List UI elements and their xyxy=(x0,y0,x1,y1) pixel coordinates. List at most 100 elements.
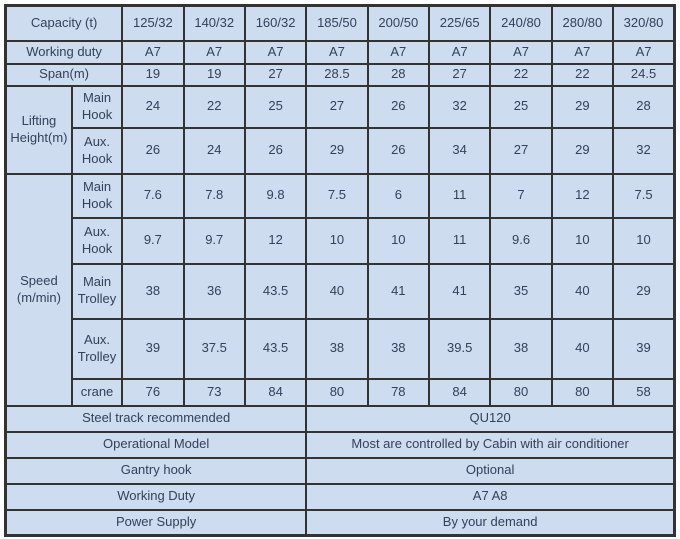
value-cell: 7.5 xyxy=(305,172,369,219)
value-cell: 41 xyxy=(427,262,492,320)
value-cell: 80 xyxy=(489,377,553,407)
value-cell: 28.5 xyxy=(305,62,369,87)
value-cell: 7 xyxy=(489,172,553,219)
model-cell: 200/50 xyxy=(366,4,430,42)
value-cell: 11 xyxy=(427,172,492,219)
value-cell: 26 xyxy=(121,126,185,175)
value-cell: 32 xyxy=(612,126,676,175)
value-cell: 24 xyxy=(182,126,246,175)
value-cell: A7 xyxy=(182,39,246,65)
value-cell: 7.5 xyxy=(612,172,676,219)
footer-value: QU120 xyxy=(305,404,676,433)
value-cell: 24.5 xyxy=(612,62,676,87)
model-cell: 140/32 xyxy=(182,4,246,42)
value-cell: A7 xyxy=(243,39,308,65)
value-cell: 41 xyxy=(366,262,430,320)
group-label-speed: Speed (m/min) xyxy=(4,172,73,407)
steel-track-row: Steel track recommended QU120 xyxy=(4,404,676,433)
value-cell: 19 xyxy=(182,62,246,87)
sub-row-label: Main Hook xyxy=(70,84,124,129)
footer-label: Power Supply xyxy=(4,508,308,537)
footer-value: A7 A8 xyxy=(305,482,676,511)
value-cell: 22 xyxy=(489,62,553,87)
footer-value: Most are controlled by Cabin with air co… xyxy=(305,430,676,459)
value-cell: A7 xyxy=(550,39,615,65)
value-cell: 25 xyxy=(243,84,308,129)
value-cell: 26 xyxy=(366,126,430,175)
group-label-lifting-height: Lifting Height(m) xyxy=(4,84,73,175)
value-cell: 40 xyxy=(305,262,369,320)
value-cell: 32 xyxy=(427,84,492,129)
value-cell: A7 xyxy=(489,39,553,65)
value-cell: 76 xyxy=(121,377,185,407)
sub-row-label: Aux. Trolley xyxy=(70,317,124,380)
value-cell: 25 xyxy=(489,84,553,129)
sub-row-label: crane xyxy=(70,377,124,407)
speed-aux-hook-row: Aux. Hook 9.7 9.7 12 10 10 11 9.6 10 10 xyxy=(6,216,676,265)
footer-value: By your demand xyxy=(305,508,676,537)
value-cell: 58 xyxy=(612,377,676,407)
capacity-header-row: Capacity (t) 125/32 140/32 160/32 185/50… xyxy=(4,4,676,42)
value-cell: 40 xyxy=(550,262,615,320)
speed-crane-row: crane 76 73 84 80 78 84 80 80 58 xyxy=(6,377,676,407)
footer-label: Steel track recommended xyxy=(4,404,308,433)
value-cell: A7 xyxy=(366,39,430,65)
value-cell: 43.5 xyxy=(243,317,308,380)
sub-row-label: Main Hook xyxy=(70,172,124,219)
value-cell: 10 xyxy=(366,216,430,265)
value-cell: 39.5 xyxy=(427,317,492,380)
model-cell: 280/80 xyxy=(550,4,615,42)
span-row: Span(m) 19 19 27 28.5 28 27 22 22 24.5 xyxy=(4,62,676,87)
crane-spec-table: Capacity (t) 125/32 140/32 160/32 185/50… xyxy=(4,4,676,537)
value-cell: 9.7 xyxy=(182,216,246,265)
value-cell: 38 xyxy=(121,262,185,320)
speed-main-hook-row: Speed (m/min) Main Hook 7.6 7.8 9.8 7.5 … xyxy=(4,172,676,407)
value-cell: 28 xyxy=(612,84,676,129)
value-cell: 36 xyxy=(182,262,246,320)
model-cell: 240/80 xyxy=(489,4,553,42)
value-cell: 26 xyxy=(366,84,430,129)
operational-model-row: Operational Model Most are controlled by… xyxy=(4,430,676,459)
value-cell: 38 xyxy=(489,317,553,380)
power-supply-row: Power Supply By your demand xyxy=(4,508,676,537)
capacity-header-label: Capacity (t) xyxy=(4,4,124,42)
value-cell: A7 xyxy=(612,39,676,65)
value-cell: 28 xyxy=(366,62,430,87)
value-cell: 9.8 xyxy=(243,172,308,219)
value-cell: A7 xyxy=(121,39,185,65)
value-cell: 7.6 xyxy=(121,172,185,219)
value-cell: 27 xyxy=(489,126,553,175)
value-cell: 73 xyxy=(182,377,246,407)
value-cell: 24 xyxy=(121,84,185,129)
value-cell: 7.8 xyxy=(182,172,246,219)
value-cell: 37.5 xyxy=(182,317,246,380)
value-cell: 84 xyxy=(427,377,492,407)
value-cell: 12 xyxy=(550,172,615,219)
row-label: Span(m) xyxy=(4,62,124,87)
model-cell: 320/80 xyxy=(612,4,676,42)
footer-label: Operational Model xyxy=(4,430,308,459)
model-cell: 185/50 xyxy=(305,4,369,42)
value-cell: 27 xyxy=(305,84,369,129)
value-cell: 27 xyxy=(427,62,492,87)
footer-label: Gantry hook xyxy=(4,456,308,485)
value-cell: 38 xyxy=(305,317,369,380)
sub-row-label: Aux. Hook xyxy=(70,216,124,265)
lifting-height-aux-hook-row: Aux. Hook 26 24 26 29 26 34 27 29 32 xyxy=(6,126,676,175)
footer-label: Working Duty xyxy=(4,482,308,511)
value-cell: 12 xyxy=(243,216,308,265)
value-cell: 29 xyxy=(305,126,369,175)
footer-value: Optional xyxy=(305,456,676,485)
value-cell: A7 xyxy=(305,39,369,65)
value-cell: 10 xyxy=(550,216,615,265)
sub-row-label: Aux. Hook xyxy=(70,126,124,175)
value-cell: 22 xyxy=(550,62,615,87)
value-cell: 11 xyxy=(427,216,492,265)
value-cell: 80 xyxy=(305,377,369,407)
speed-main-trolley-row: Main Trolley 38 36 43.5 40 41 41 35 40 2… xyxy=(6,262,676,320)
value-cell: 84 xyxy=(243,377,308,407)
lifting-height-main-hook-row: Lifting Height(m) Main Hook 24 22 25 27 … xyxy=(4,84,676,175)
value-cell: 80 xyxy=(550,377,615,407)
working-duty-row: Working duty A7 A7 A7 A7 A7 A7 A7 A7 A7 xyxy=(4,39,676,65)
